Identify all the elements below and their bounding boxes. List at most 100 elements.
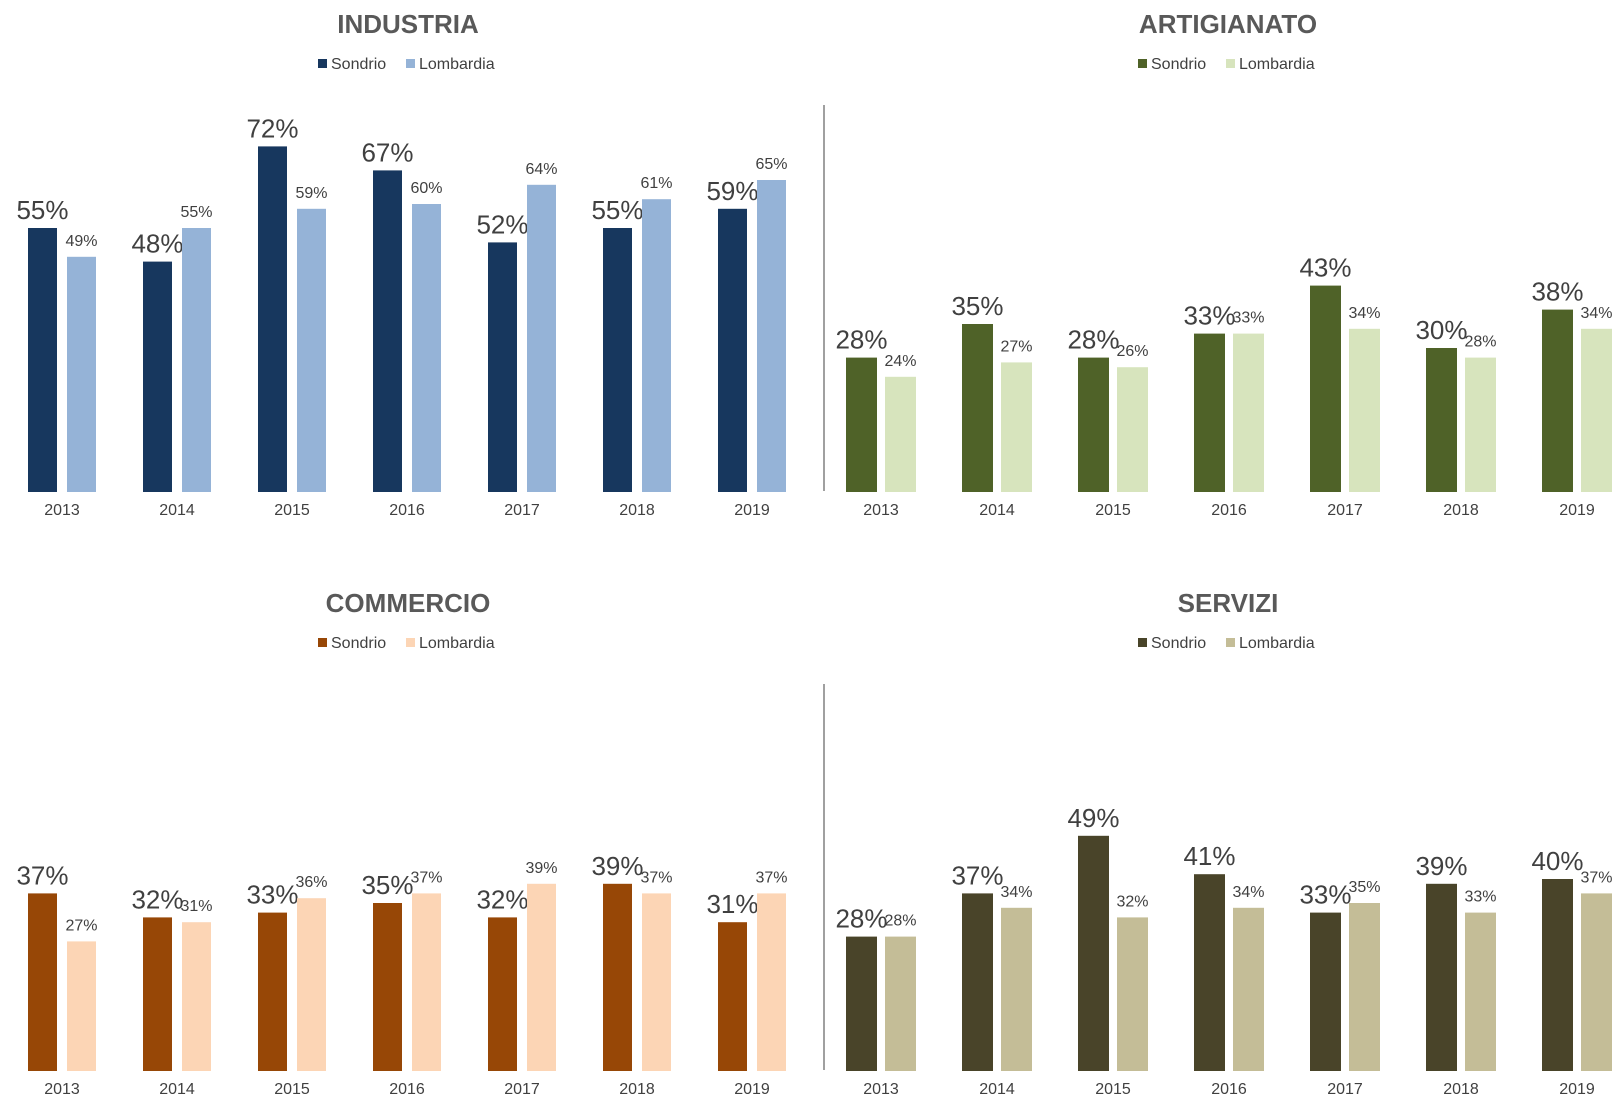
artigianato-bar-sondrio-2013 <box>846 357 877 492</box>
commercio-x-tick-2013: 2013 <box>44 1081 80 1098</box>
commercio-x-tick-2015: 2015 <box>274 1081 310 1098</box>
commercio-bar-lombardia-2018 <box>642 893 671 1071</box>
industria-data-label-lombardia-2016: 60% <box>410 180 442 197</box>
industria-bar-lombardia-2018 <box>642 199 671 492</box>
artigianato-data-label-sondrio-2016: 33% <box>1183 301 1235 331</box>
commercio-legend-label-sondrio: Sondrio <box>331 635 386 652</box>
artigianato-data-label-sondrio-2019: 38% <box>1531 277 1583 307</box>
industria-data-label-lombardia-2014: 55% <box>180 204 212 221</box>
industria-bar-sondrio-2013 <box>28 228 57 492</box>
artigianato-legend-label-sondrio: Sondrio <box>1151 56 1206 73</box>
commercio-data-label-lombardia-2017: 39% <box>525 860 557 877</box>
servizi-bar-lombardia-2019 <box>1581 893 1612 1071</box>
servizi-bar-sondrio-2013 <box>846 936 877 1071</box>
artigianato-data-label-sondrio-2015: 28% <box>1067 325 1119 355</box>
servizi-bar-sondrio-2019 <box>1542 879 1573 1071</box>
industria-data-label-lombardia-2015: 59% <box>295 185 327 202</box>
commercio-bar-lombardia-2019 <box>757 893 786 1071</box>
artigianato-legend-swatch-sondrio <box>1138 59 1147 68</box>
commercio-bar-sondrio-2013 <box>28 893 57 1071</box>
commercio-data-label-sondrio-2019: 31% <box>706 889 758 919</box>
servizi-data-label-lombardia-2014: 34% <box>1000 884 1032 901</box>
industria-data-label-lombardia-2019: 65% <box>755 156 787 173</box>
servizi-data-label-sondrio-2013: 28% <box>835 904 887 934</box>
commercio-bar-sondrio-2018 <box>603 883 632 1071</box>
servizi-bar-sondrio-2015 <box>1078 835 1109 1071</box>
artigianato-bar-lombardia-2014 <box>1001 362 1032 492</box>
servizi-x-tick-2013: 2013 <box>863 1081 899 1098</box>
commercio-x-tick-2016: 2016 <box>389 1081 425 1098</box>
servizi-bar-sondrio-2018 <box>1426 883 1457 1071</box>
industria-data-label-lombardia-2013: 49% <box>65 233 97 250</box>
commercio-data-label-sondrio-2015: 33% <box>246 880 298 910</box>
artigianato-x-tick-2015: 2015 <box>1095 502 1131 519</box>
servizi-bar-sondrio-2017 <box>1310 912 1341 1071</box>
artigianato-data-label-lombardia-2019: 34% <box>1580 305 1612 322</box>
commercio-bar-sondrio-2014 <box>143 917 172 1071</box>
artigianato-x-tick-2014: 2014 <box>979 502 1015 519</box>
artigianato-x-tick-2016: 2016 <box>1211 502 1247 519</box>
commercio-data-label-lombardia-2019: 37% <box>755 869 787 886</box>
artigianato-data-label-lombardia-2013: 24% <box>884 353 916 370</box>
servizi-data-label-lombardia-2017: 35% <box>1348 879 1380 896</box>
artigianato-data-label-sondrio-2017: 43% <box>1299 253 1351 283</box>
artigianato-bar-sondrio-2019 <box>1542 309 1573 492</box>
commercio-bar-sondrio-2019 <box>718 922 747 1071</box>
artigianato-chart-title: ARTIGIANATO <box>1139 9 1317 39</box>
commercio-legend-label-lombardia: Lombardia <box>419 635 495 652</box>
artigianato-legend-label-lombardia: Lombardia <box>1239 56 1315 73</box>
servizi-chart-title: SERVIZI <box>1178 588 1279 618</box>
servizi-data-label-sondrio-2015: 49% <box>1067 803 1119 833</box>
servizi-bar-lombardia-2015 <box>1117 917 1148 1071</box>
commercio-data-label-sondrio-2016: 35% <box>361 870 413 900</box>
industria-bar-lombardia-2013 <box>67 256 96 492</box>
commercio-bar-lombardia-2014 <box>182 922 211 1071</box>
servizi-data-label-lombardia-2015: 32% <box>1116 893 1148 910</box>
commercio-x-tick-2014: 2014 <box>159 1081 195 1098</box>
commercio-data-label-sondrio-2014: 32% <box>131 884 183 914</box>
industria-bar-lombardia-2015 <box>297 208 326 493</box>
artigianato-data-label-lombardia-2017: 34% <box>1348 305 1380 322</box>
artigianato-data-label-lombardia-2014: 27% <box>1000 338 1032 355</box>
industria-data-label-lombardia-2018: 61% <box>640 175 672 192</box>
commercio-x-tick-2017: 2017 <box>504 1081 540 1098</box>
servizi-bar-sondrio-2016 <box>1194 874 1225 1071</box>
servizi-bar-sondrio-2014 <box>962 893 993 1071</box>
servizi-data-label-sondrio-2014: 37% <box>951 860 1003 890</box>
industria-bar-lombardia-2017 <box>527 184 556 493</box>
industria-data-label-sondrio-2015: 72% <box>246 113 298 143</box>
servizi-legend-label-lombardia: Lombardia <box>1239 635 1315 652</box>
commercio-data-label-lombardia-2014: 31% <box>180 898 212 915</box>
commercio-x-tick-2019: 2019 <box>734 1081 770 1098</box>
artigianato-bar-lombardia-2015 <box>1117 367 1148 492</box>
servizi-x-tick-2018: 2018 <box>1443 1081 1479 1098</box>
servizi-data-label-sondrio-2019: 40% <box>1531 846 1583 876</box>
artigianato-x-tick-2018: 2018 <box>1443 502 1479 519</box>
industria-legend-label-lombardia: Lombardia <box>419 56 495 73</box>
industria-data-label-lombardia-2017: 64% <box>525 161 557 178</box>
servizi-legend-label-sondrio: Sondrio <box>1151 635 1206 652</box>
industria-x-tick-2017: 2017 <box>504 502 540 519</box>
servizi-x-tick-2014: 2014 <box>979 1081 1015 1098</box>
commercio-bar-lombardia-2015 <box>297 898 326 1071</box>
industria-data-label-sondrio-2013: 55% <box>16 195 68 225</box>
artigianato-bar-sondrio-2017 <box>1310 285 1341 492</box>
commercio-bar-sondrio-2015 <box>258 912 287 1071</box>
industria-x-tick-2014: 2014 <box>159 502 195 519</box>
industria-bar-sondrio-2019 <box>718 208 747 493</box>
commercio-legend-swatch-sondrio <box>318 638 327 647</box>
commercio-data-label-sondrio-2017: 32% <box>476 884 528 914</box>
commercio-chart-title: COMMERCIO <box>326 588 491 618</box>
industria-data-label-sondrio-2016: 67% <box>361 137 413 167</box>
industria-legend-swatch-sondrio <box>318 59 327 68</box>
servizi-x-tick-2017: 2017 <box>1327 1081 1363 1098</box>
artigianato-bar-sondrio-2015 <box>1078 357 1109 492</box>
industria-legend-swatch-lombardia <box>406 59 415 68</box>
artigianato-x-tick-2017: 2017 <box>1327 502 1363 519</box>
commercio-bar-sondrio-2017 <box>488 917 517 1071</box>
servizi-x-tick-2019: 2019 <box>1559 1081 1595 1098</box>
industria-data-label-sondrio-2014: 48% <box>131 229 183 259</box>
servizi-data-label-sondrio-2017: 33% <box>1299 880 1351 910</box>
